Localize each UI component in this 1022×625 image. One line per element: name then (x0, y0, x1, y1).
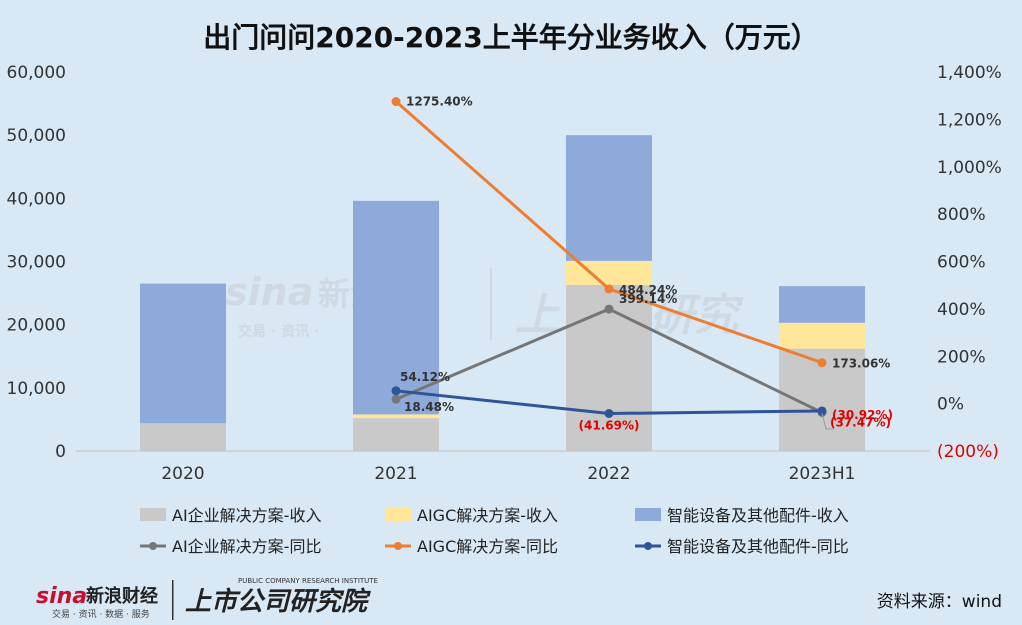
legend: AI企业解决方案-收入 AIGC解决方案-收入 智能设备及其他配件-收入 AI企业解决… (140, 506, 849, 556)
y-left-tick-label: 40,000 (7, 189, 66, 209)
bar (566, 135, 652, 261)
legend-marker (644, 542, 652, 550)
y-right-tick-label: 200% (937, 347, 986, 367)
data-label: 484.24% (619, 283, 677, 297)
y-left-tick-label: 10,000 (7, 379, 66, 399)
legend-marker (394, 542, 402, 550)
y-right-tick-label: 0% (937, 395, 964, 415)
x-tick-label: 2023H1 (789, 464, 856, 484)
data-label: 1275.40% (406, 95, 473, 109)
y-left-tick-label: 20,000 (7, 316, 66, 336)
data-point (391, 386, 401, 396)
bar (140, 423, 226, 451)
svg-text:PUBLIC COMPANY RESEARCH INSTIT: PUBLIC COMPANY RESEARCH INSTITUTE (238, 577, 378, 585)
data-point (391, 97, 401, 107)
legend-label: AI企业解决方案-同比 (172, 537, 321, 556)
legend-swatch (385, 508, 411, 521)
data-label: 399.14% (619, 292, 677, 306)
y-right-tick-label: (200%) (937, 442, 999, 462)
data-point (391, 394, 401, 404)
legend-label: AI企业解决方案-收入 (172, 506, 321, 525)
svg-text:研究: 研究 (650, 290, 744, 341)
legend-marker (149, 542, 157, 550)
y-right-tick-label: 1,000% (937, 158, 1002, 178)
legend-label: AIGC解决方案-同比 (417, 537, 558, 556)
y-right-tick-label: 1,200% (937, 110, 1002, 130)
bars-layer (140, 135, 865, 451)
x-tick-label: 2022 (587, 464, 630, 484)
y-right-tick-label: 800% (937, 205, 986, 225)
bar (353, 418, 439, 451)
legend-swatch (635, 508, 661, 521)
chart-title: 出门问问2020-2023上半年分业务收入（万元） (203, 21, 818, 54)
bar (140, 283, 226, 424)
label-leader-line (821, 412, 834, 430)
svg-text:上市公司研究院: 上市公司研究院 (185, 587, 371, 617)
data-point (604, 409, 614, 419)
axes-layer: 0 10,000 20,000 30,000 40,000 50,000 60,000 (20… (7, 63, 1002, 484)
data-label: 173.06% (832, 357, 890, 371)
y-left-tick-label: 50,000 (7, 126, 66, 146)
legend-label: 智能设备及其他配件-收入 (667, 506, 849, 525)
labels-layer: 18.48% 399.14% (37.47%) 1275.40% 484.24% 173.… (400, 95, 893, 433)
bar (779, 322, 865, 349)
legend-swatch (140, 508, 166, 521)
data-point (817, 358, 827, 368)
bar (779, 286, 865, 323)
data-label: 54.12% (400, 370, 450, 384)
x-tick-label: 2021 (374, 464, 417, 484)
svg-text:新浪财经: 新浪财经 (86, 585, 158, 607)
bar (566, 260, 652, 285)
y-left-tick-label: 30,000 (7, 253, 66, 273)
legend-label: AIGC解决方案-收入 (417, 506, 558, 525)
data-label: (37.47%) (830, 416, 891, 430)
lines-layer (391, 97, 827, 419)
svg-text:sina: sina (225, 270, 313, 314)
svg-text:sina: sina (36, 584, 87, 609)
data-label: (30.92%) (832, 408, 893, 422)
data-label: 18.48% (404, 400, 454, 414)
data-point (817, 406, 827, 416)
y-right-tick-label: 600% (937, 253, 986, 273)
x-tick-label: 2020 (161, 464, 204, 484)
data-point (604, 304, 614, 314)
legend-label: 智能设备及其他配件-同比 (667, 537, 849, 556)
svg-text:交易 · 资讯 · 数据 · 服务: 交易 · 资讯 · 数据 · 服务 (52, 608, 150, 620)
y-left-tick-label: 60,000 (7, 63, 66, 83)
y-left-tick-label: 0 (55, 442, 66, 462)
data-label: (41.69%) (579, 419, 640, 433)
y-right-tick-label: 400% (937, 300, 986, 320)
bar (353, 200, 439, 415)
svg-text:交易 · 资讯 ·: 交易 · 资讯 · (238, 323, 319, 340)
footer-logo: sina 新浪财经 交易 · 资讯 · 数据 · 服务 上市公司研究院 PUBL… (36, 577, 378, 620)
data-point (604, 284, 614, 294)
y-right-tick-label: 1,400% (937, 63, 1002, 83)
source-note: 资料来源：wind (877, 592, 1002, 612)
bar (353, 414, 439, 419)
